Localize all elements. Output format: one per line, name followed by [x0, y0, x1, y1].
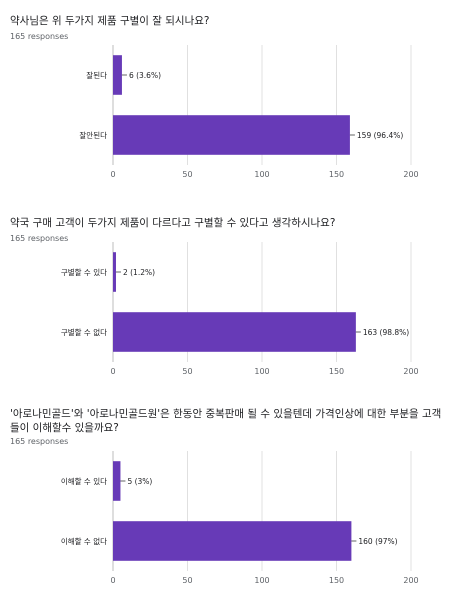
data-label: 2 (1.2%) [123, 268, 155, 277]
question-title: 약사님은 위 두가지 제품 구별이 잘 되시나요? [10, 15, 210, 27]
x-tick-label: 50 [182, 576, 192, 585]
x-tick-label: 50 [182, 170, 192, 179]
category-label: 이해할 수 없다 [61, 536, 107, 546]
x-tick-label: 200 [403, 170, 418, 179]
x-tick-label: 150 [329, 576, 344, 585]
response-count: 165 responses [10, 234, 69, 243]
x-tick-label: 0 [110, 367, 115, 376]
data-label: 5 (3%) [127, 477, 152, 486]
x-tick-label: 0 [110, 576, 115, 585]
x-tick-label: 200 [403, 576, 418, 585]
category-label: 구별할 수 있다 [61, 267, 107, 277]
category-label: 잘안된다 [79, 130, 107, 140]
data-label: 159 (96.4%) [357, 131, 403, 140]
question-title: 약국 구매 고객이 두가지 제품이 다르다고 구별할 수 있다고 생각하시나요? [10, 217, 336, 229]
category-label: 이해할 수 있다 [61, 476, 107, 486]
x-tick-label: 150 [329, 367, 344, 376]
x-tick-label: 100 [254, 170, 269, 179]
x-tick-label: 0 [110, 170, 115, 179]
response-count: 165 responses [10, 437, 69, 446]
data-label: 160 (97%) [358, 537, 397, 546]
x-tick-label: 150 [329, 170, 344, 179]
bar [113, 55, 122, 95]
bar [113, 312, 356, 352]
bar-chart: 0 50 100 150 200 구별할 수 있다 2 (1.2%) 구별할 수 없다 163 … [61, 242, 419, 376]
response-count: 165 responses [10, 32, 69, 41]
question-title: '아로나민골드'와 '아로나민골드원'은 한동안 중복판매 될 수 있을텐데 가… [10, 408, 442, 434]
bar [113, 115, 350, 155]
bar [113, 252, 116, 292]
bar-chart: 0 50 100 150 200 이해할 수 있다 5 (3%) 이해할 수 없다 160 (9… [61, 451, 419, 585]
x-tick-label: 100 [254, 367, 269, 376]
bar [113, 521, 352, 561]
data-label: 163 (98.8%) [363, 328, 409, 337]
x-tick-label: 100 [254, 576, 269, 585]
x-tick-label: 50 [182, 367, 192, 376]
category-label: 잘된다 [86, 70, 107, 80]
x-tick-label: 200 [403, 367, 418, 376]
bar-chart: 0 50 100 150 200 잘된다 6 (3.6%) 잘안된다 159 (96.4%) [79, 45, 419, 179]
data-label: 6 (3.6%) [129, 71, 161, 80]
category-label: 구별할 수 없다 [61, 327, 107, 337]
bar [113, 461, 121, 501]
